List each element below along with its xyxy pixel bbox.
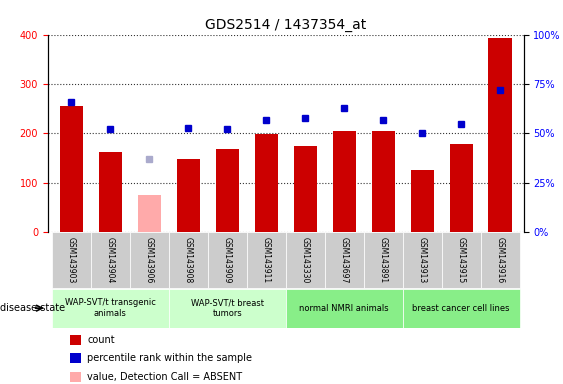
Text: GSM143915: GSM143915 <box>457 237 466 283</box>
Text: GSM143916: GSM143916 <box>495 237 504 283</box>
Text: breast cancer cell lines: breast cancer cell lines <box>413 304 510 313</box>
Bar <box>285 289 403 328</box>
Bar <box>208 232 247 288</box>
Text: WAP-SVT/t breast
tumors: WAP-SVT/t breast tumors <box>191 298 263 318</box>
Bar <box>216 149 239 232</box>
Bar <box>489 38 512 232</box>
Bar <box>285 232 325 288</box>
Text: GSM143906: GSM143906 <box>145 237 154 283</box>
Bar <box>403 289 520 328</box>
Bar <box>247 232 285 288</box>
Bar <box>364 232 403 288</box>
Text: GSM143911: GSM143911 <box>262 237 271 283</box>
Bar <box>99 152 122 232</box>
Text: percentile rank within the sample: percentile rank within the sample <box>87 353 252 363</box>
Text: GSM143903: GSM143903 <box>67 237 76 283</box>
Text: GSM143908: GSM143908 <box>184 237 193 283</box>
Text: GSM143697: GSM143697 <box>339 237 348 283</box>
Text: GSM143330: GSM143330 <box>301 237 310 283</box>
Bar <box>129 232 169 288</box>
Text: count: count <box>87 335 115 345</box>
Text: GSM143904: GSM143904 <box>106 237 115 283</box>
Text: GSM143891: GSM143891 <box>379 237 388 283</box>
Bar <box>137 195 161 232</box>
Text: WAP-SVT/t transgenic
animals: WAP-SVT/t transgenic animals <box>65 298 156 318</box>
Bar <box>403 232 442 288</box>
Bar <box>60 106 83 232</box>
Bar <box>52 289 169 328</box>
Bar <box>254 134 278 232</box>
Bar <box>177 159 200 232</box>
Title: GDS2514 / 1437354_at: GDS2514 / 1437354_at <box>205 18 367 32</box>
Bar <box>52 232 91 288</box>
Bar <box>372 131 395 232</box>
Bar <box>169 289 285 328</box>
Bar <box>481 232 520 288</box>
Text: GSM143909: GSM143909 <box>223 237 232 283</box>
Bar <box>325 232 364 288</box>
Bar <box>333 131 356 232</box>
Bar <box>410 169 434 232</box>
Bar <box>442 232 481 288</box>
Text: GSM143913: GSM143913 <box>418 237 427 283</box>
Bar <box>449 144 473 232</box>
Bar <box>293 146 317 232</box>
Bar <box>91 232 129 288</box>
Text: disease state: disease state <box>0 303 65 313</box>
Bar <box>169 232 208 288</box>
Text: normal NMRI animals: normal NMRI animals <box>300 304 389 313</box>
Text: value, Detection Call = ABSENT: value, Detection Call = ABSENT <box>87 372 243 382</box>
